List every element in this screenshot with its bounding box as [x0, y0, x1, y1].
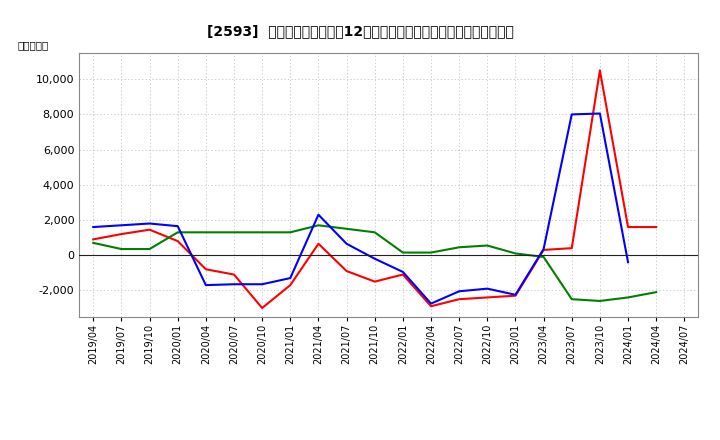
- 営業CF: [595, 68, 604, 73]
- 営業CF: [258, 305, 266, 311]
- フリーCF: [342, 241, 351, 246]
- 営業CF: [174, 238, 182, 244]
- フリーCF: [455, 289, 464, 294]
- 投資CF: [455, 245, 464, 250]
- フリーCF: [174, 224, 182, 229]
- 投資CF: [427, 250, 436, 255]
- 投資CF: [567, 297, 576, 302]
- Line: 投資CF: 投資CF: [94, 225, 656, 301]
- 営業CF: [202, 267, 210, 272]
- フリーCF: [539, 246, 548, 252]
- フリーCF: [624, 260, 632, 265]
- 営業CF: [567, 246, 576, 251]
- 投資CF: [286, 230, 294, 235]
- 営業CF: [342, 268, 351, 274]
- フリーCF: [230, 282, 238, 287]
- 投資CF: [117, 246, 126, 252]
- フリーCF: [567, 112, 576, 117]
- 営業CF: [230, 272, 238, 277]
- Line: 営業CF: 営業CF: [94, 70, 656, 308]
- 投資CF: [370, 230, 379, 235]
- 営業CF: [286, 282, 294, 288]
- 営業CF: [314, 241, 323, 246]
- 投資CF: [483, 243, 492, 248]
- フリーCF: [399, 269, 408, 275]
- 投資CF: [539, 254, 548, 260]
- 投資CF: [652, 290, 660, 295]
- 営業CF: [427, 304, 436, 309]
- 投資CF: [145, 246, 154, 252]
- フリーCF: [258, 282, 266, 287]
- 営業CF: [624, 224, 632, 230]
- フリーCF: [117, 223, 126, 228]
- 投資CF: [314, 223, 323, 228]
- 営業CF: [370, 279, 379, 284]
- 営業CF: [89, 237, 98, 242]
- 投資CF: [258, 230, 266, 235]
- 投資CF: [595, 298, 604, 304]
- 投資CF: [624, 295, 632, 300]
- 投資CF: [89, 240, 98, 246]
- 営業CF: [511, 293, 520, 298]
- 営業CF: [539, 247, 548, 253]
- 営業CF: [652, 224, 660, 230]
- フリーCF: [595, 111, 604, 116]
- 投資CF: [342, 226, 351, 231]
- 投資CF: [202, 230, 210, 235]
- フリーCF: [202, 282, 210, 288]
- 投資CF: [230, 230, 238, 235]
- フリーCF: [89, 224, 98, 230]
- フリーCF: [483, 286, 492, 291]
- 営業CF: [483, 295, 492, 300]
- Line: フリーCF: フリーCF: [94, 114, 628, 304]
- 営業CF: [399, 272, 408, 277]
- Text: [2593]  キャッシュフローの12か月移動合計の対前年同期増減額の推移: [2593] キャッシュフローの12か月移動合計の対前年同期増減額の推移: [207, 24, 513, 38]
- フリーCF: [145, 221, 154, 226]
- 投資CF: [174, 230, 182, 235]
- フリーCF: [511, 292, 520, 297]
- 営業CF: [117, 231, 126, 237]
- Text: （百万円）: （百万円）: [17, 40, 48, 50]
- フリーCF: [286, 275, 294, 281]
- 投資CF: [399, 250, 408, 255]
- 投資CF: [511, 251, 520, 256]
- フリーCF: [370, 256, 379, 261]
- 営業CF: [145, 227, 154, 232]
- 営業CF: [455, 297, 464, 302]
- フリーCF: [314, 212, 323, 217]
- フリーCF: [427, 301, 436, 306]
